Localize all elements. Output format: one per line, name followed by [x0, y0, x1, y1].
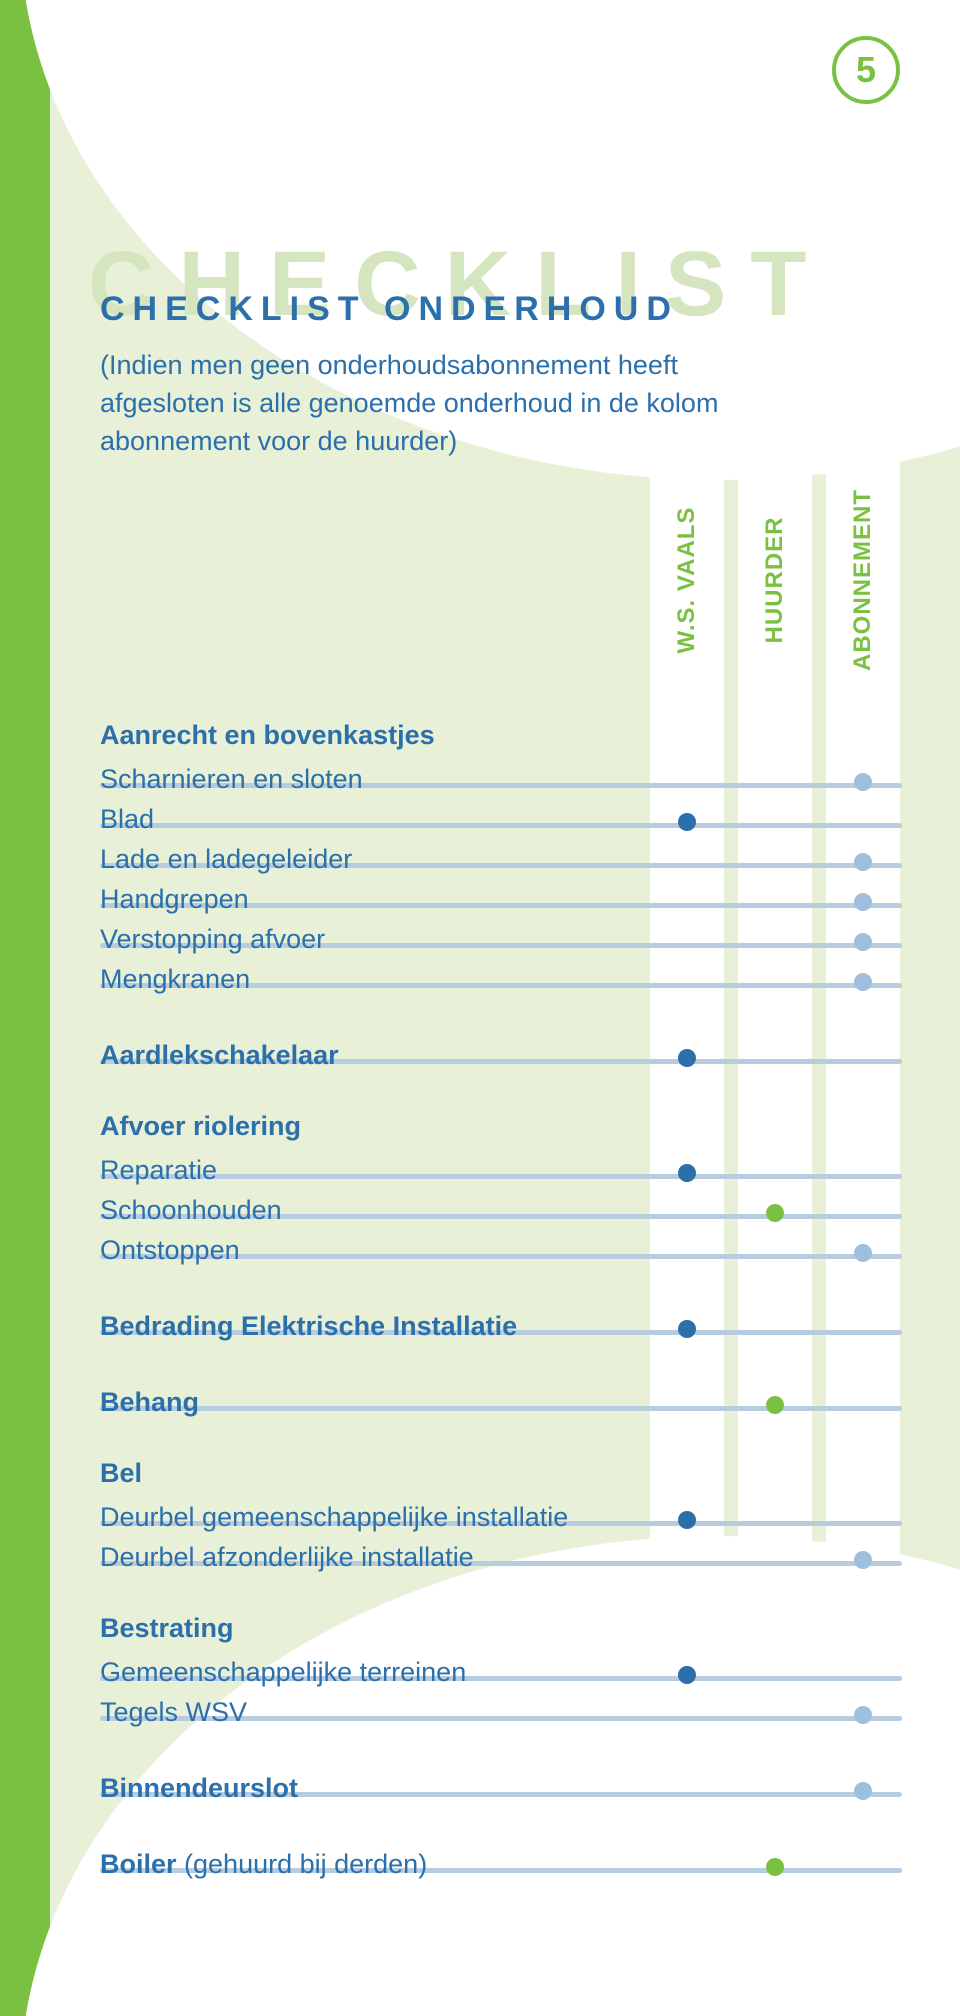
checklist-dot: [854, 773, 872, 791]
page-title: CHECKLIST ONDERHOUD: [100, 290, 900, 329]
checklist-section: Bedrading Elektrische Installatie: [100, 1306, 900, 1346]
section-header-row: Behang: [100, 1382, 900, 1422]
row-label: Schoonhouden: [100, 1195, 282, 1226]
checklist-row: Handgrepen: [100, 879, 900, 919]
checklist-section: Bestrating Gemeenschappelijke terreinen Te…: [100, 1613, 900, 1732]
checklist-dot: [854, 1782, 872, 1800]
row-line: [100, 823, 902, 828]
checklist-dot: [678, 1511, 696, 1529]
checklist-section: Aanrecht en bovenkastjes Scharnieren en s…: [100, 720, 900, 999]
checklist-row: Schoonhouden: [100, 1190, 900, 1230]
checklist-dot: [854, 1244, 872, 1262]
row-label: Deurbel gemeenschappelijke installatie: [100, 1502, 568, 1533]
section-heading: Behang: [100, 1387, 199, 1418]
checklist-row: Lade en ladegeleider: [100, 839, 900, 879]
checklist-dot: [678, 1049, 696, 1067]
section-heading: Bestrating: [100, 1613, 900, 1644]
checklist-dot: [766, 1396, 784, 1414]
checklist-dot: [854, 1551, 872, 1569]
checklist-dot: [854, 933, 872, 951]
checklist-row: Blad: [100, 799, 900, 839]
section-heading: Boiler (gehuurd bij derden): [100, 1849, 427, 1880]
title-block: CHECKLIST CHECKLIST ONDERHOUD: [100, 290, 900, 329]
section-heading: Binnendeurslot: [100, 1773, 298, 1804]
checklist-row: Ontstoppen: [100, 1230, 900, 1270]
checklist-dot: [766, 1858, 784, 1876]
row-line: [100, 1174, 902, 1179]
row-label: Handgrepen: [100, 884, 249, 915]
checklist-dot: [678, 1164, 696, 1182]
row-label: Tegels WSV: [100, 1697, 247, 1728]
checklist-dot: [854, 893, 872, 911]
section-heading-suffix: (gehuurd bij derden): [177, 1849, 428, 1879]
checklist-row: Deurbel afzonderlijke installatie: [100, 1537, 900, 1577]
row-label: Deurbel afzonderlijke installatie: [100, 1542, 474, 1573]
page-number-badge: 5: [832, 36, 900, 104]
checklist-section: Behang: [100, 1382, 900, 1422]
row-label: Verstopping afvoer: [100, 924, 325, 955]
checklist-dot: [766, 1204, 784, 1222]
checklist-section: Afvoer riolering Reparatie Schoonhouden Ont…: [100, 1111, 900, 1270]
row-label: Scharnieren en sloten: [100, 764, 363, 795]
subtitle-text: (Indien men geen onderhoudsabonnement he…: [100, 347, 760, 460]
row-label: Gemeenschappelijke terreinen: [100, 1657, 466, 1688]
checklist-row: Gemeenschappelijke terreinen: [100, 1652, 900, 1692]
checklist-row: Verstopping afvoer: [100, 919, 900, 959]
section-header-row: Aardlekschakelaar: [100, 1035, 900, 1075]
row-label: Ontstoppen: [100, 1235, 240, 1266]
section-header-row: Bedrading Elektrische Installatie: [100, 1306, 900, 1346]
section-heading: Aanrecht en bovenkastjes: [100, 720, 900, 751]
checklist-row: Scharnieren en sloten: [100, 759, 900, 799]
checklist-row: Deurbel gemeenschappelijke installatie: [100, 1497, 900, 1537]
checklist-row: Tegels WSV: [100, 1692, 900, 1732]
checklist-row: Mengkranen: [100, 959, 900, 999]
content-area: CHECKLIST CHECKLIST ONDERHOUD (Indien me…: [100, 290, 900, 1920]
section-heading: Afvoer riolering: [100, 1111, 900, 1142]
section-header-row: Boiler (gehuurd bij derden): [100, 1844, 900, 1884]
checklist-row: Reparatie: [100, 1150, 900, 1190]
left-accent-bar: [0, 0, 50, 2016]
checklist-dot: [678, 1320, 696, 1338]
checklist-section: Binnendeurslot: [100, 1768, 900, 1808]
page: 5 W.S. VAALS HUURDER ABONNEMENT CHECKLIS…: [0, 0, 960, 2016]
checklist-section: Boiler (gehuurd bij derden): [100, 1844, 900, 1884]
section-header-row: Binnendeurslot: [100, 1768, 900, 1808]
section-heading: Bedrading Elektrische Installatie: [100, 1311, 517, 1342]
checklist-dot: [854, 1706, 872, 1724]
row-label: Lade en ladegeleider: [100, 844, 352, 875]
checklist-dot: [678, 813, 696, 831]
checklist-dot: [678, 1666, 696, 1684]
row-label: Reparatie: [100, 1155, 217, 1186]
row-label: Mengkranen: [100, 964, 250, 995]
checklist-dot: [854, 973, 872, 991]
checklist-dot: [854, 853, 872, 871]
checklist-sections: Aanrecht en bovenkastjes Scharnieren en s…: [100, 720, 900, 1884]
row-label: Blad: [100, 804, 154, 835]
checklist-section: Bel Deurbel gemeenschappelijke installati…: [100, 1458, 900, 1577]
section-heading: Aardlekschakelaar: [100, 1040, 339, 1071]
checklist-section: Aardlekschakelaar: [100, 1035, 900, 1075]
section-heading: Bel: [100, 1458, 900, 1489]
